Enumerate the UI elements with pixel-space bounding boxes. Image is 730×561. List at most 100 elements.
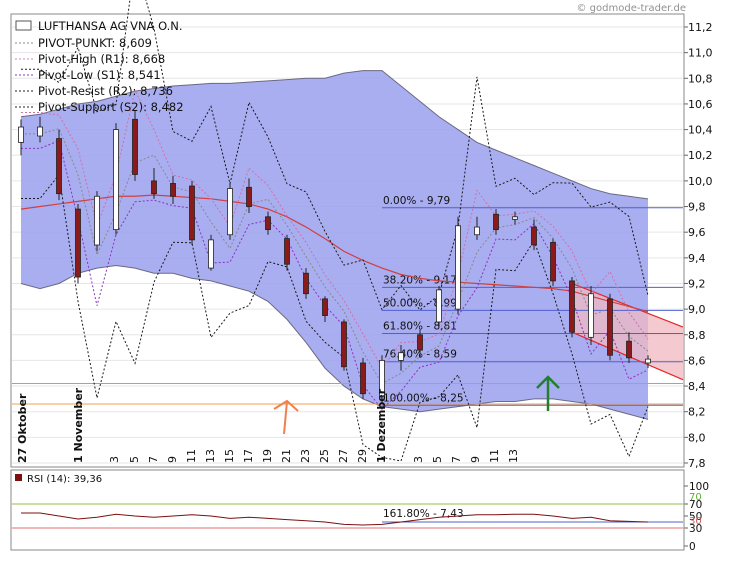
rsi-fib-label: 161.80% - 7,43 — [383, 508, 464, 520]
candlesticks — [18, 110, 651, 405]
x-tick-label: 1 November — [72, 387, 85, 463]
orange-arrow-icon — [273, 399, 299, 435]
rsi-y-tick-label: 70 — [689, 499, 702, 511]
candle-body — [474, 226, 480, 236]
y-tick-label: 11,0 — [688, 47, 713, 60]
x-tick-label: 23 — [299, 449, 312, 463]
pivot-resist-line — [21, 0, 649, 311]
fib-label: 50.00% - 8,99 — [383, 297, 457, 309]
x-tick-label: 13 — [204, 449, 217, 463]
legend-pivot: PIVOT-PUNKT: 8,609 — [38, 36, 152, 50]
y-tick-label: 8,2 — [688, 406, 706, 419]
band-lower-line — [20, 265, 649, 420]
candle-body — [18, 126, 24, 143]
candle-body — [531, 226, 537, 246]
legend-pivot-low: Pivot-Low (S1): 8,541 — [38, 68, 161, 82]
rsi-panel — [10, 469, 685, 551]
x-tick-label: 5 — [431, 456, 444, 463]
candle-body — [417, 334, 423, 351]
y-tick-label: 9,2 — [688, 277, 706, 290]
moving-average-line — [20, 194, 649, 313]
y-tick-label: 8,8 — [688, 329, 706, 342]
candle-body — [265, 216, 271, 231]
x-tick-label: 19 — [261, 449, 274, 463]
candle-body — [113, 129, 119, 231]
legend: LUFTHANSA AG VNA O.N. PIVOT-PUNKT: 8,609… — [15, 19, 184, 114]
y-tick-label: 7,8 — [688, 457, 706, 470]
y-tick-label: 11,2 — [688, 21, 713, 34]
rsi-y-tick-label: 30 — [689, 523, 702, 535]
x-tick-label: 17 — [242, 449, 255, 463]
candle-body — [588, 293, 594, 338]
candle-body — [626, 340, 632, 359]
watermark: © godmode-trader.de — [577, 3, 687, 14]
fib-label: 61.80% - 8,81 — [383, 320, 457, 332]
x-tick-label: 21 — [280, 449, 293, 463]
candle-body — [607, 298, 613, 356]
candle-body — [37, 126, 43, 137]
x-tick-label: 13 — [507, 449, 520, 463]
fib-label: 38.20% - 9,17 — [383, 274, 457, 286]
date-x-axis: 27 Oktober 1 November 3 5 7 9 11 13 15 17 19 21 23 25… — [16, 387, 520, 463]
y-tick-label: 10,8 — [688, 72, 713, 85]
rsi-y-tick-label: 0 — [689, 541, 696, 553]
price-y-axis: 11,2 11,0 10,8 10,6 10,4 10,2 10,0 9,8 9,6 9,4 9,2… — [684, 21, 713, 470]
y-tick-label: 8,6 — [688, 354, 706, 367]
moving-average — [20, 194, 649, 313]
rsi-y-tick-label: 100 — [689, 481, 709, 493]
pivot-lines — [21, 0, 649, 462]
x-tick-label: 11 — [488, 449, 501, 463]
rsi-legend: RSI (14): 39,36 — [27, 474, 102, 485]
candle-body — [227, 188, 233, 236]
y-tick-label: 10,0 — [688, 175, 713, 188]
rsi-legend-swatch — [15, 474, 22, 481]
candle-body — [322, 298, 328, 316]
x-tick-label: 29 — [356, 449, 369, 463]
legend-security: LUFTHANSA AG VNA O.N. — [38, 19, 183, 33]
candle-body — [189, 185, 195, 241]
fib-label: 0.00% - 9,79 — [383, 195, 450, 207]
candle-body — [436, 289, 442, 323]
legend-pivot-resist: Pivot-Resist (R2): 8,736 — [38, 84, 173, 98]
y-tick-label: 8,0 — [688, 431, 706, 444]
candle-body — [512, 216, 518, 220]
candle-body — [284, 238, 290, 265]
y-tick-label: 10,6 — [688, 98, 713, 111]
candle-body — [303, 272, 309, 295]
rsi-level-label: 30 — [689, 516, 702, 527]
candle-body — [398, 352, 404, 361]
y-tick-label: 8,4 — [688, 380, 706, 393]
x-tick-label: 11 — [185, 449, 198, 463]
pivot-low-line — [21, 140, 649, 410]
candle-body — [569, 280, 575, 333]
x-tick-label: 5 — [128, 456, 141, 463]
green-arrow-icon — [536, 375, 560, 411]
x-tick-label: 7 — [450, 456, 463, 463]
legend-pivot-support: Pivot-Support (S2): 8,482 — [38, 100, 184, 114]
x-tick-label: 3 — [412, 456, 425, 463]
candle-body — [379, 360, 385, 397]
candle-body — [170, 183, 176, 197]
x-tick-label: 9 — [166, 456, 179, 463]
candle-body — [360, 362, 366, 395]
y-tick-label: 9,8 — [688, 201, 706, 214]
candle-body — [94, 195, 100, 246]
x-tick-label: 7 — [147, 456, 160, 463]
candle-body — [208, 239, 214, 269]
candle-body — [493, 213, 499, 231]
candle-body — [151, 180, 157, 195]
legend-swatch-security — [15, 20, 32, 31]
x-tick-label: 27 Oktober — [16, 393, 29, 463]
rsi-line — [21, 512, 649, 526]
fib-label: 100.00% - 8,25 — [383, 392, 464, 404]
candle-body — [75, 208, 81, 278]
y-tick-label: 9,4 — [688, 252, 706, 265]
legend-pivot-high: Pivot-High (R1): 8,668 — [38, 52, 165, 66]
pivot-support-line — [21, 173, 649, 462]
channel-area — [572, 283, 683, 380]
candle-body — [550, 242, 556, 282]
horizontal-lines — [12, 382, 683, 405]
x-tick-label: 15 — [223, 449, 236, 463]
